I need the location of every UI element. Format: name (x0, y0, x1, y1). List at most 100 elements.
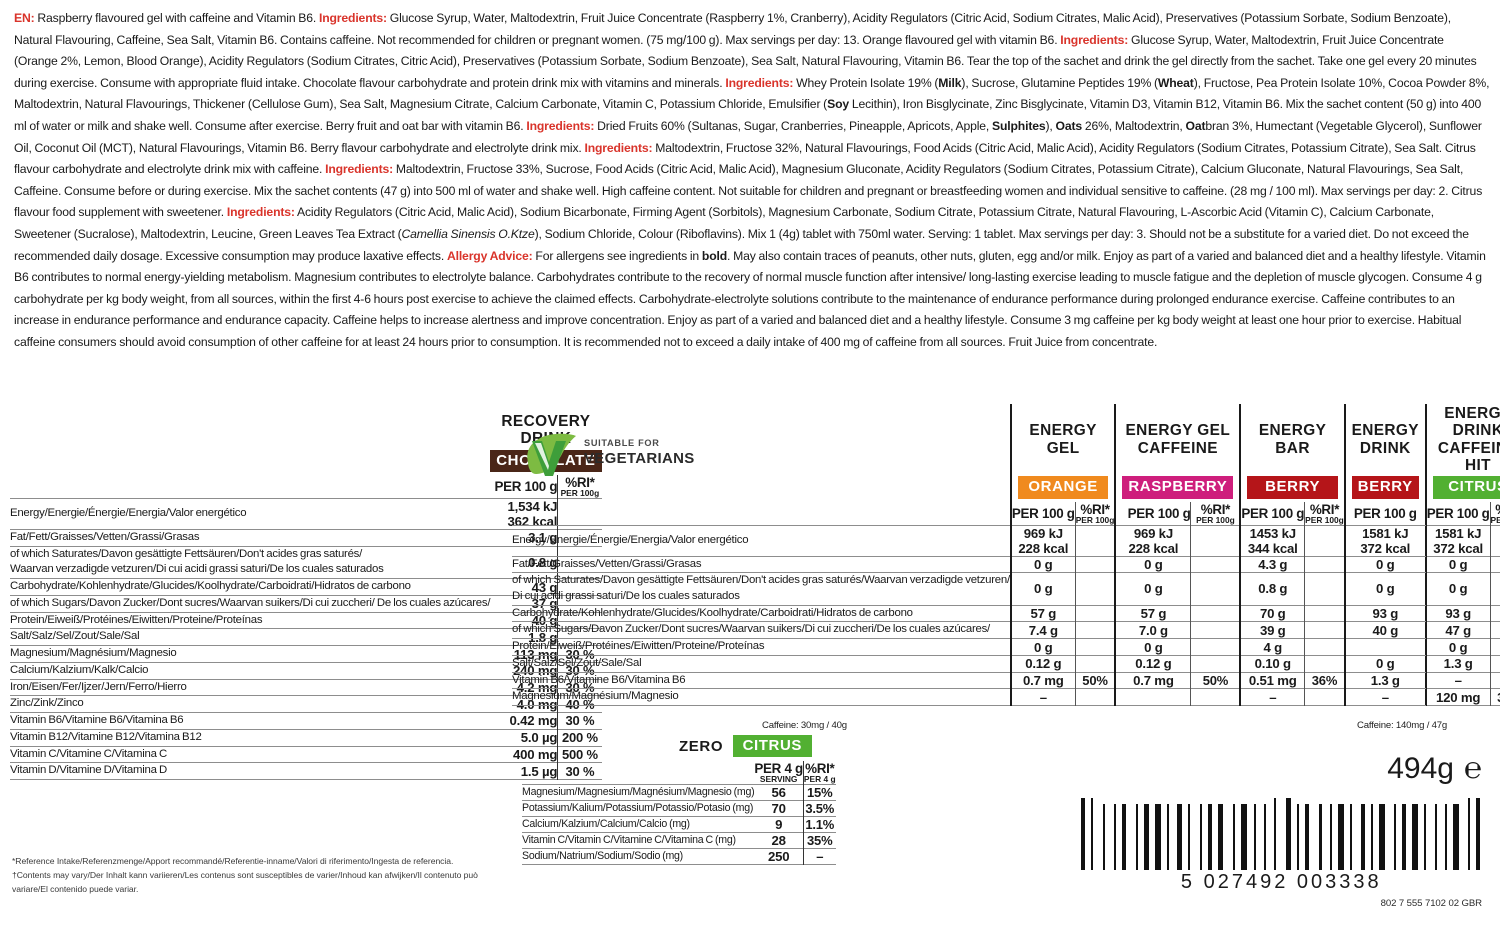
row-label: Vitamin B12/Vitamine B12/Vitamina B12 (10, 730, 202, 743)
row-value: 0 g (1009, 556, 1076, 573)
barcode-bar (1087, 798, 1089, 870)
vegetarian-line1: SUITABLE FOR (584, 438, 660, 448)
table-row: Vitamin C/Vitamine C/Vitamina C 400 mg 500… (10, 746, 602, 763)
row-ri: 1.1% (802, 816, 836, 833)
row-ri (1190, 638, 1241, 656)
barcode-bar (1398, 804, 1400, 870)
footnotes-block: *Reference Intake/Referenzmenge/Apport r… (12, 855, 492, 897)
column-flavour-badge: ORANGE (1017, 476, 1109, 499)
barcode-bar (1095, 804, 1101, 870)
row-ri: 30 % (557, 645, 602, 663)
caffeine-note-gel: Caffeine: 30mg / 40g (762, 720, 847, 731)
row-label: of which Sugars/Davon Zucker/Dont sucres… (512, 623, 990, 636)
row-label: Salt/Salz/Sel/Zout/Sale/Sal (10, 630, 140, 643)
weight-value: 494g (1387, 752, 1454, 785)
table-row: Energy/Energie/Énergie/Energia/Valor ene… (10, 498, 602, 530)
row-ri (1489, 572, 1500, 606)
table-row: Zinc/Zink/Zinco 4.0 mg 40 % (10, 695, 602, 713)
row-value: 240 mg (512, 663, 558, 679)
right-table-product-header-row: ENERGY GEL ENERGY GEL CAFFEINE ENERGY BAR ENER… (512, 404, 1500, 474)
barcode-bar (1103, 804, 1106, 870)
row-value: – (1343, 688, 1426, 706)
table-row: of which Saturates/Davon gesättigte Fett… (512, 572, 1500, 606)
row-ri: 15% (802, 784, 836, 801)
footnote-contents-vary: †Contents may vary/Der Inhalt kann varii… (12, 869, 478, 894)
table-row: Magnesium/Magnesium/Magnésium/Magnesio (… (522, 784, 836, 801)
barcode-bar (1439, 804, 1443, 870)
row-value: 400 mg (512, 746, 558, 762)
barcode-bar (1367, 804, 1369, 870)
row-ri (1304, 621, 1345, 639)
row-ri (1304, 572, 1345, 606)
column-header-per: PER 100 g (1424, 501, 1491, 525)
barcode-bar (1420, 804, 1422, 870)
row-label: Magnesium/Magnésium/Magnesio (10, 647, 177, 660)
vegetarian-leaf-icon (527, 433, 576, 476)
column-header-per: PER 100 g (1343, 501, 1426, 525)
row-ri: 30 % (557, 762, 602, 780)
barcode-bar (1329, 804, 1332, 870)
barcode-bar (1408, 804, 1410, 870)
row-value: 40 g (1343, 621, 1426, 639)
column-flavour-badge: CITRUS (1432, 476, 1500, 499)
row-value: 56 (771, 785, 786, 800)
barcode-bar (1311, 804, 1317, 870)
row-ri (1074, 525, 1116, 556)
row-value: 250 (767, 849, 790, 864)
row-value: 1581 kJ 372 kcal (1343, 525, 1426, 556)
row-ri: – (802, 848, 836, 865)
table-row: Salt/Salz/Sel/Zout/Sale/Sal 1.8 g (10, 628, 602, 646)
row-ri: 200 % (557, 729, 602, 747)
row-value: – (1009, 688, 1076, 706)
barcode-bar (1187, 804, 1190, 870)
caffeine-note-drink: Caffeine: 140mg / 47g (1357, 720, 1448, 731)
row-value: 0.51 mg (1239, 672, 1305, 689)
row-value: 0 g (1114, 556, 1191, 573)
row-ri (1304, 638, 1345, 656)
barcode-bar (1475, 798, 1480, 870)
table-row: Vitamin C/Vitamin C/Vitamine C/Vitamina … (522, 832, 836, 849)
row-ri: 30 % (557, 712, 602, 730)
barcode-bar (1360, 804, 1365, 870)
column-product-name: ENERGY DRINK (1343, 404, 1426, 474)
row-value: 1581 kJ 372 kcal (1424, 525, 1491, 556)
recovery-drink-table: RECOVERY DRINK CHOCOLATE PER 100 g %RI* … (10, 413, 602, 780)
row-ri (1190, 605, 1241, 622)
row-value: 7.4 g (1009, 621, 1076, 639)
table-row: Calcium/Kalzium/Kalk/Calcio 240 mg 30 % (10, 662, 602, 680)
row-ri (557, 498, 602, 530)
ingredients-paragraph: EN: Raspberry flavoured gel with caffein… (14, 11, 1490, 349)
row-ri (1304, 556, 1345, 573)
row-ri (557, 595, 602, 613)
row-value: 0.12 g (1114, 655, 1191, 673)
barcode-bar (1107, 804, 1111, 870)
barcode-bar (1370, 804, 1373, 870)
barcode-bar (1324, 804, 1328, 870)
row-ri (1074, 688, 1116, 706)
row-value: 1.8 g (528, 629, 558, 645)
row-value: 70 g (1239, 605, 1305, 622)
table-row: Vitamin B6/Vitamine B6/Vitamina B6 0.7 mg… (512, 672, 1500, 689)
row-label: of which Saturates/Davon gesättigte Fett… (512, 574, 1010, 602)
row-label: Fat/Fett/Graisses/Vetten/Grassi/Grasas (10, 531, 200, 543)
column-flavour-badge: RASPBERRY (1122, 476, 1234, 499)
row-value: 0 g (1009, 638, 1076, 656)
barcode-bar (1113, 804, 1116, 870)
barcode-bar (1293, 804, 1295, 870)
row-label: Carbohydrate/Kohlenhydrate/Glucides/Kool… (10, 580, 411, 593)
barcode-bar (1204, 804, 1206, 870)
row-value: 93 g (1424, 605, 1491, 622)
table-row: Salt/Salz/Sel/Zout/Sale/Sal 0.12 g 0.12 g 0… (512, 655, 1500, 673)
barcode-bar (1232, 804, 1236, 870)
row-ri (557, 546, 602, 579)
row-value: 0 g (1343, 655, 1426, 673)
table-row: Potassium/Kalium/Potassium/Potassio/Pota… (522, 800, 836, 817)
barcode-bar (1263, 804, 1266, 870)
row-ri (1190, 655, 1241, 673)
row-ri (1304, 655, 1345, 673)
zero-citrus-table: ZERO CITRUS PER 4 g SERVING %RI* PER 4 g… (522, 735, 836, 865)
column-flavour-badge: BERRY (1247, 476, 1338, 499)
row-value: 47 g (1424, 621, 1491, 639)
row-value: 0.7 mg (1114, 672, 1191, 689)
